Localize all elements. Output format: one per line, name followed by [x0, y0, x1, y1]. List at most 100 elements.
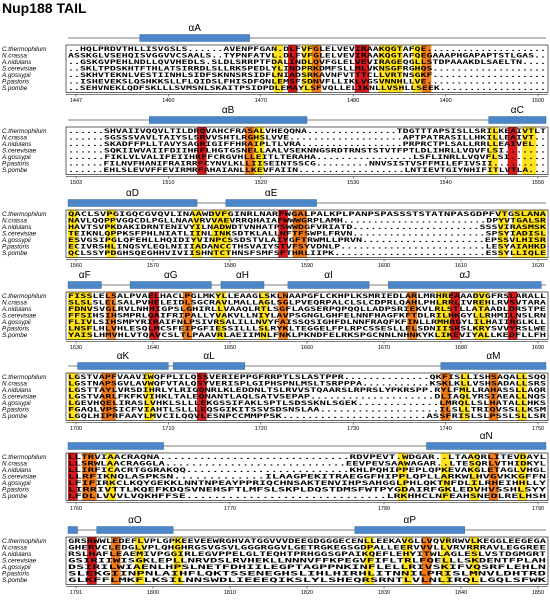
- conservation-shade: [522, 127, 537, 175]
- ruler-number: 1720: [255, 426, 267, 432]
- sequence: ECIVRSHLINQSYLEQLNIIIADANCCTHSVAIYSTVFSY…: [68, 244, 547, 251]
- ruler-number: 1840: [455, 590, 467, 596]
- helix-bar: [220, 281, 265, 289]
- sequence: QCLSSYPDGHSQEGHHVIVIISHNTCTHNSFSMFSFTHRL…: [68, 250, 547, 257]
- helix-label: αA: [188, 23, 201, 34]
- species-name: A.nidulans: [1, 467, 32, 474]
- species-name: S.cerevisiae: [2, 231, 37, 238]
- helix-bar: [77, 362, 169, 370]
- conservation-shade: [244, 127, 255, 175]
- helix-bar: [388, 281, 542, 289]
- species-name: C.thermophilum: [2, 538, 46, 545]
- ruler-number: 1580: [224, 263, 236, 269]
- species-name: S.cerevisiae: [2, 66, 37, 73]
- ruler-number: 1530: [347, 180, 359, 186]
- species-name: S.cerevisiae: [2, 313, 37, 320]
- conservation-shade: [354, 45, 370, 93]
- conservation-shade: [474, 292, 489, 340]
- sequence: ESVGSIPGLQFEHLLHQIDIYVINPCSSDSTVLAIYGFTR…: [68, 237, 547, 244]
- sequence: DSIRILWIAENLHPSLNETFDHIILEGPTAGPPNKINFLE…: [68, 564, 547, 571]
- conservation-shade: [459, 373, 470, 421]
- helix-bar: [67, 199, 198, 207]
- species-name: S.pombe: [2, 413, 28, 420]
- species-name: S.cerevisiae: [2, 558, 37, 565]
- ruler-number: 1650: [224, 345, 236, 351]
- species-name: A.nidulans: [1, 59, 32, 66]
- conservation-shade: [68, 453, 78, 501]
- sequence: ......SGSSSVAVLTAIYSLSRVVSHTLRGHSLVVE...…: [68, 135, 546, 142]
- sequence: ..SEHVNEKLQDFSKLLLSVMSNLSKAITPSIDPDLEMAY…: [68, 85, 546, 92]
- conservation-shade: [498, 210, 508, 258]
- conservation-shade: [68, 292, 92, 340]
- ruler-number: 1590: [301, 263, 313, 269]
- sequence: FGAQLVPSICFVIAHTLSLLLEQSGIKITSSVSDSNSLAA…: [68, 407, 547, 414]
- conservation-shade: [517, 373, 527, 421]
- species-name: A.gossypii: [1, 154, 31, 161]
- helix-label: αF: [79, 270, 91, 281]
- sequence: GSIRIIWISGKLEPLLNRVDSLRVHEKLLNNNVFFKPEGV…: [68, 558, 547, 565]
- ruler-number: 1540: [439, 180, 451, 186]
- conservation-shade: [440, 453, 451, 501]
- conservation-shade: [134, 537, 145, 585]
- species-name: A.nidulans: [1, 306, 32, 313]
- sequence: LNSFLHLVHLESQLMCSFEIPGFIESSILLLSLRYKLTEG…: [68, 326, 547, 333]
- conservation-shade: [87, 537, 97, 585]
- ruler-number: 1630: [70, 345, 82, 351]
- species-name: N.crassa: [2, 545, 27, 552]
- conservation-shade: [421, 537, 432, 585]
- alignment-box: [65, 536, 549, 585]
- ruler-number: 1447: [70, 98, 82, 104]
- conservation-shade: [469, 537, 480, 585]
- helix-label: αN: [480, 431, 493, 442]
- species-name: P.pastoris: [2, 407, 30, 414]
- species-name: A.gossypii: [1, 319, 31, 326]
- ruler-number: 1620: [532, 263, 544, 269]
- conservation-shade: [440, 373, 451, 421]
- conservation-shade: [512, 210, 546, 258]
- helix-label: αO: [128, 515, 142, 526]
- helix-label: αP: [404, 515, 417, 526]
- sequence: FDNVSVGLRVLNHHIGPSLGHIRLLVAAQLRTLSGFLAGS…: [68, 306, 547, 313]
- ruler-number: 1600: [378, 263, 390, 269]
- species-name: S.pombe: [2, 332, 28, 339]
- helix-label: αD: [126, 188, 139, 199]
- species-name: P.pastoris: [2, 326, 30, 333]
- ruler-number: 1460: [162, 98, 174, 104]
- species-name: A.gossypii: [1, 72, 31, 79]
- species-name: C.thermophilum: [2, 293, 46, 300]
- species-name: C.thermophilum: [2, 454, 46, 461]
- helix-bar: [440, 362, 547, 370]
- sequence: ..GSKGVPEHLNDLLQVVHEDLS.SLDLSRRPTFDALIND…: [68, 59, 546, 66]
- helix-bar: [172, 362, 246, 370]
- conservation-shade: [507, 127, 518, 175]
- conservation-shade: [197, 373, 207, 421]
- species-name: A.gossypii: [1, 564, 31, 571]
- conservation-shade: [292, 210, 307, 258]
- conservation-shade: [144, 373, 155, 421]
- sequence: ......FIKLVLVALIFEIIHRFFCRGVHLLEITLTERAH…: [68, 154, 546, 161]
- helix-label: αG: [164, 270, 178, 281]
- sequence: RSLHAFLEAEMIVPGGIRLEGVPPELGLTEQHTPRHGGSG…: [68, 551, 547, 558]
- species-name: N.crassa: [2, 381, 27, 388]
- sequence: ......SQKIIWVAIIFDIIHRFLHGTGSNELLAALVSEK…: [68, 148, 546, 155]
- conservation-shade: [68, 210, 78, 258]
- species-name: S.cerevisiae: [2, 148, 37, 155]
- sequence: GLKFFLMKFLKSILNNSWDLIEEEQIKSLYLSHEQRSRNT…: [68, 577, 547, 584]
- ruler-number: 1710: [162, 426, 174, 432]
- ruler-number: 1480: [347, 98, 359, 104]
- sequence: LLRFIKNQLASPKSN.............ILAAGPEKITRA…: [68, 474, 547, 481]
- ruler-number: 1690: [532, 345, 544, 351]
- helix-bar: [129, 281, 212, 289]
- sequence: LGSTNAPSGVLAVWQFVTALQSYVERISPLGIPHSPNLMS…: [68, 381, 547, 388]
- species-name: A.gossypii: [1, 480, 31, 487]
- conservation-shade: [278, 210, 288, 258]
- helix-bar: [67, 526, 78, 534]
- ruler-number: 1830: [378, 590, 390, 596]
- ruler-number: 1730: [347, 426, 359, 432]
- species-name: S.pombe: [2, 85, 28, 92]
- sequence: ......SHVAIIVQQVLTILDRQVAHCFRASALVHEQQNA…: [68, 128, 547, 135]
- conservation-shade: [488, 373, 499, 421]
- sequence: ..HQLPRDVTHLLISVGSLS......AVENPFGAN.DLFV…: [68, 46, 546, 53]
- alignment-box: [65, 44, 549, 93]
